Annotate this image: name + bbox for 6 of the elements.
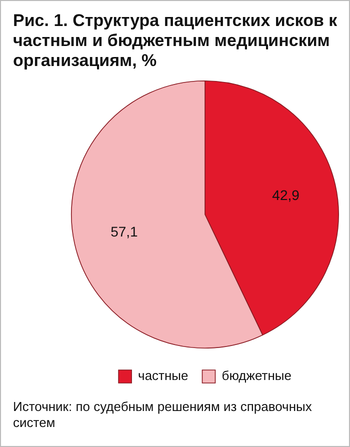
chart-title: Рис. 1. Структура пациентских исков к частным и бюджетным медицинским организациям, %: [13, 11, 338, 71]
legend-label: бюджетные: [222, 368, 292, 384]
text: Источник: по судебным решениям из справочных систем: [13, 399, 313, 431]
data-label: 57,1: [110, 224, 138, 240]
data-label: 42,9: [272, 187, 300, 204]
legend-label: частные: [138, 368, 188, 384]
